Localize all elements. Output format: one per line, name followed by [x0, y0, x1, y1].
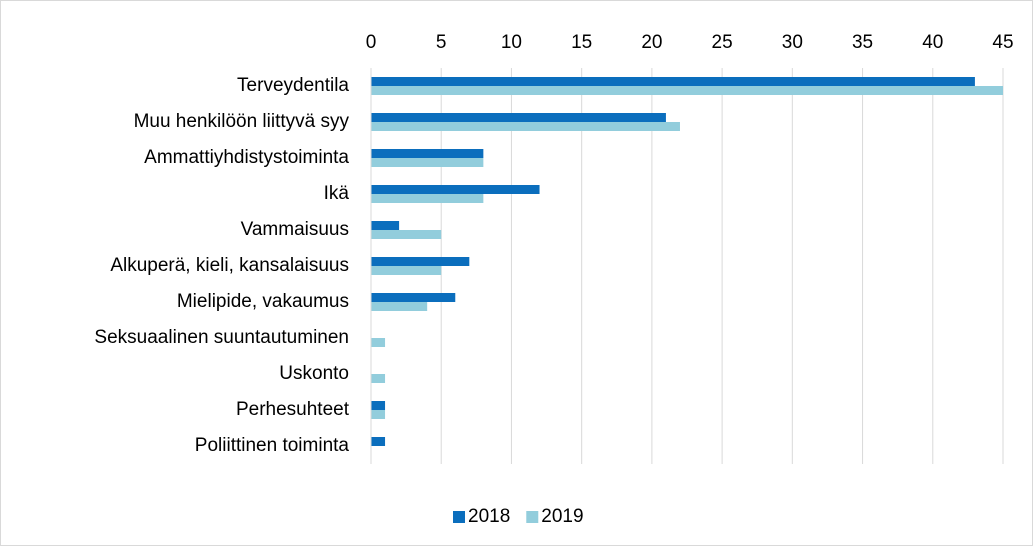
- bar: [371, 338, 386, 347]
- y-tick-label: Alkuperä, kieli, kansalaisuus: [110, 255, 349, 276]
- legend-swatch: [453, 511, 465, 523]
- bar: [371, 158, 484, 167]
- x-tick-label: 35: [852, 32, 873, 53]
- y-tick-label: Perhesuhteet: [236, 399, 350, 420]
- y-tick-label: Ammattiyhdistystoiminta: [144, 147, 349, 168]
- x-tick-label: 40: [922, 32, 943, 53]
- x-tick-label: 30: [782, 32, 803, 53]
- bar: [371, 302, 428, 311]
- bar: [371, 149, 484, 158]
- y-tick-label: Muu henkilöön liittyvä syy: [134, 111, 350, 132]
- bar: [371, 77, 975, 86]
- bar: [371, 230, 442, 239]
- bar: [371, 86, 1003, 95]
- legend-label: 2019: [541, 506, 583, 527]
- y-tick-label: Ikä: [324, 183, 350, 204]
- bar: [371, 221, 400, 230]
- x-tick-label: 5: [436, 32, 447, 53]
- y-tick-label: Vammaisuus: [241, 219, 349, 240]
- x-tick-label: 25: [712, 32, 733, 53]
- bar: [371, 293, 456, 302]
- bar: [371, 194, 484, 203]
- bar: [371, 257, 470, 266]
- y-tick-label: Poliittinen toiminta: [195, 435, 350, 456]
- bar: [371, 122, 680, 131]
- x-tick-label: 20: [641, 32, 662, 53]
- y-tick-label: Terveydentila: [237, 75, 349, 96]
- legend-swatch: [526, 511, 539, 523]
- bar: [371, 437, 386, 446]
- bar: [371, 374, 386, 383]
- y-tick-label: Uskonto: [279, 363, 349, 384]
- bar: [371, 266, 442, 275]
- bar: [371, 410, 386, 419]
- x-tick-label: 15: [571, 32, 592, 53]
- y-tick-label: Seksuaalinen suuntautuminen: [94, 327, 349, 348]
- x-tick-label: 45: [992, 32, 1013, 53]
- bar: [371, 401, 386, 410]
- x-tick-label: 10: [501, 32, 522, 53]
- x-tick-label: 0: [366, 32, 377, 53]
- y-tick-label: Mielipide, vakaumus: [177, 291, 349, 312]
- bar: [371, 185, 540, 194]
- bar: [371, 113, 666, 122]
- legend-label: 2018: [468, 506, 510, 527]
